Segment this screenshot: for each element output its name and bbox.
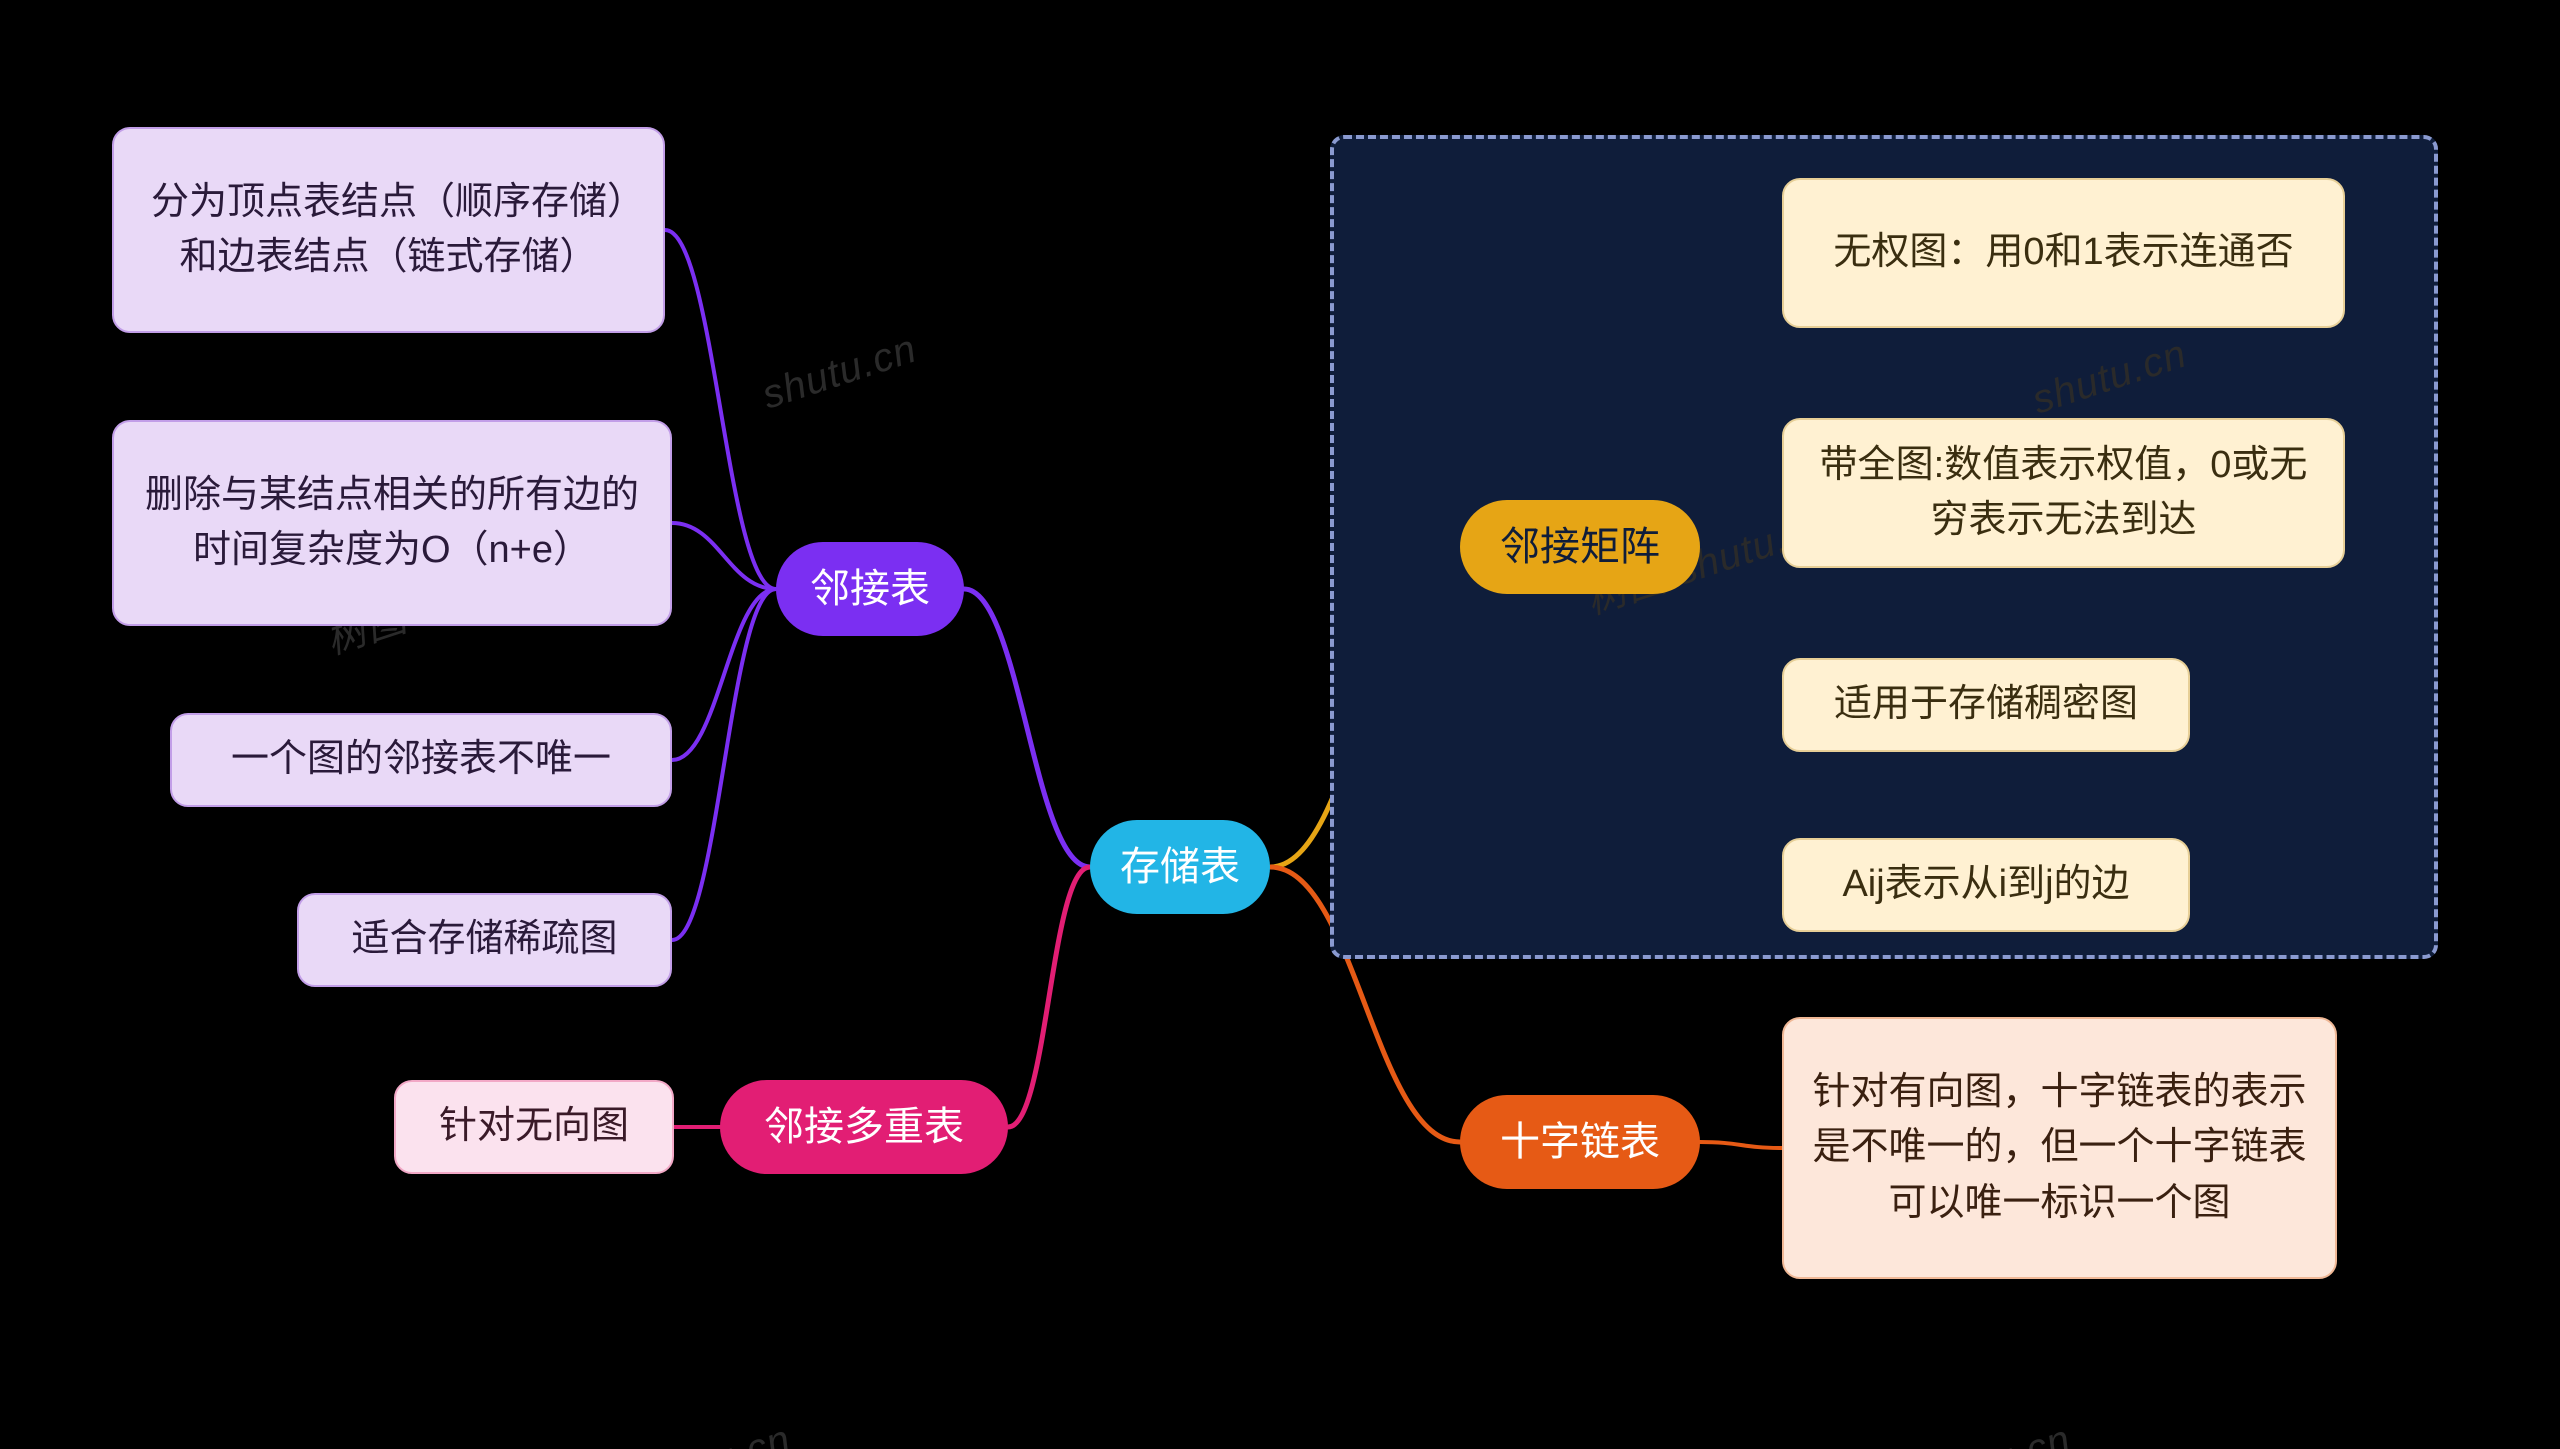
watermark: tu.cn — [1975, 1417, 2076, 1449]
leaf-al2: 删除与某结点相关的所有边的时间复杂度为O（n+e） — [112, 420, 672, 626]
leaf-al1: 分为顶点表结点（顺序存储）和边表结点（链式存储） — [112, 127, 665, 333]
leaf-am3: 适用于存储稠密图 — [1782, 658, 2190, 752]
hub-multilist-label: 邻接多重表 — [764, 1098, 964, 1156]
edge-adjlist-al1 — [665, 230, 776, 589]
leaf-am2: 带全图:数值表示权值，0或无穷表示无法到达 — [1782, 418, 2345, 568]
hub-adjmatrix: 邻接矩阵 — [1460, 500, 1700, 594]
leaf-am1: 无权图：用0和1表示连通否 — [1782, 178, 2345, 328]
leaf-am3-label: 适用于存储稠密图 — [1834, 677, 2138, 732]
leaf-al1-label: 分为顶点表结点（顺序存储）和边表结点（链式存储） — [142, 175, 635, 285]
leaf-al2-label: 删除与某结点相关的所有边的时间复杂度为O（n+e） — [142, 468, 642, 578]
hub-adjmatrix-label: 邻接矩阵 — [1500, 518, 1660, 576]
leaf-al3-label: 一个图的邻接表不唯一 — [231, 732, 611, 787]
root-node-label: 存储表 — [1120, 838, 1240, 896]
edge-crosslist-cl1 — [1700, 1142, 1782, 1148]
edge-adjlist-al3 — [672, 589, 776, 760]
leaf-am2-label: 带全图:数值表示权值，0或无穷表示无法到达 — [1812, 438, 2315, 548]
watermark: tu.cn — [695, 1417, 796, 1449]
leaf-am4-label: Aij表示从i到j的边 — [1842, 857, 2129, 912]
leaf-al3: 一个图的邻接表不唯一 — [170, 713, 672, 807]
edge-root-multilist — [1008, 867, 1090, 1127]
edge-adjlist-al2 — [672, 523, 776, 589]
edge-adjlist-al4 — [672, 589, 776, 940]
leaf-ml1-label: 针对无向图 — [439, 1099, 629, 1154]
leaf-ml1: 针对无向图 — [394, 1080, 674, 1174]
hub-crosslist: 十字链表 — [1460, 1095, 1700, 1189]
edge-root-adjlist — [964, 589, 1090, 867]
leaf-cl1: 针对有向图，十字链表的表示是不唯一的，但一个十字链表可以唯一标识一个图 — [1782, 1017, 2337, 1279]
hub-adjlist-label: 邻接表 — [810, 560, 930, 618]
root-node: 存储表 — [1090, 820, 1270, 914]
hub-crosslist-label: 十字链表 — [1500, 1113, 1660, 1171]
hub-multilist: 邻接多重表 — [720, 1080, 1008, 1174]
leaf-cl1-label: 针对有向图，十字链表的表示是不唯一的，但一个十字链表可以唯一标识一个图 — [1812, 1065, 2307, 1230]
mindmap-canvas: 树图 shutu.cnshutu.cn树图 shutu.cnshutu.cntu… — [0, 0, 2560, 1449]
leaf-am1-label: 无权图：用0和1表示连通否 — [1833, 225, 2293, 280]
leaf-al4: 适合存储稀疏图 — [297, 893, 672, 987]
hub-adjlist: 邻接表 — [776, 542, 964, 636]
leaf-al4-label: 适合存储稀疏图 — [351, 912, 617, 967]
watermark: shutu.cn — [757, 327, 922, 419]
leaf-am4: Aij表示从i到j的边 — [1782, 838, 2190, 932]
